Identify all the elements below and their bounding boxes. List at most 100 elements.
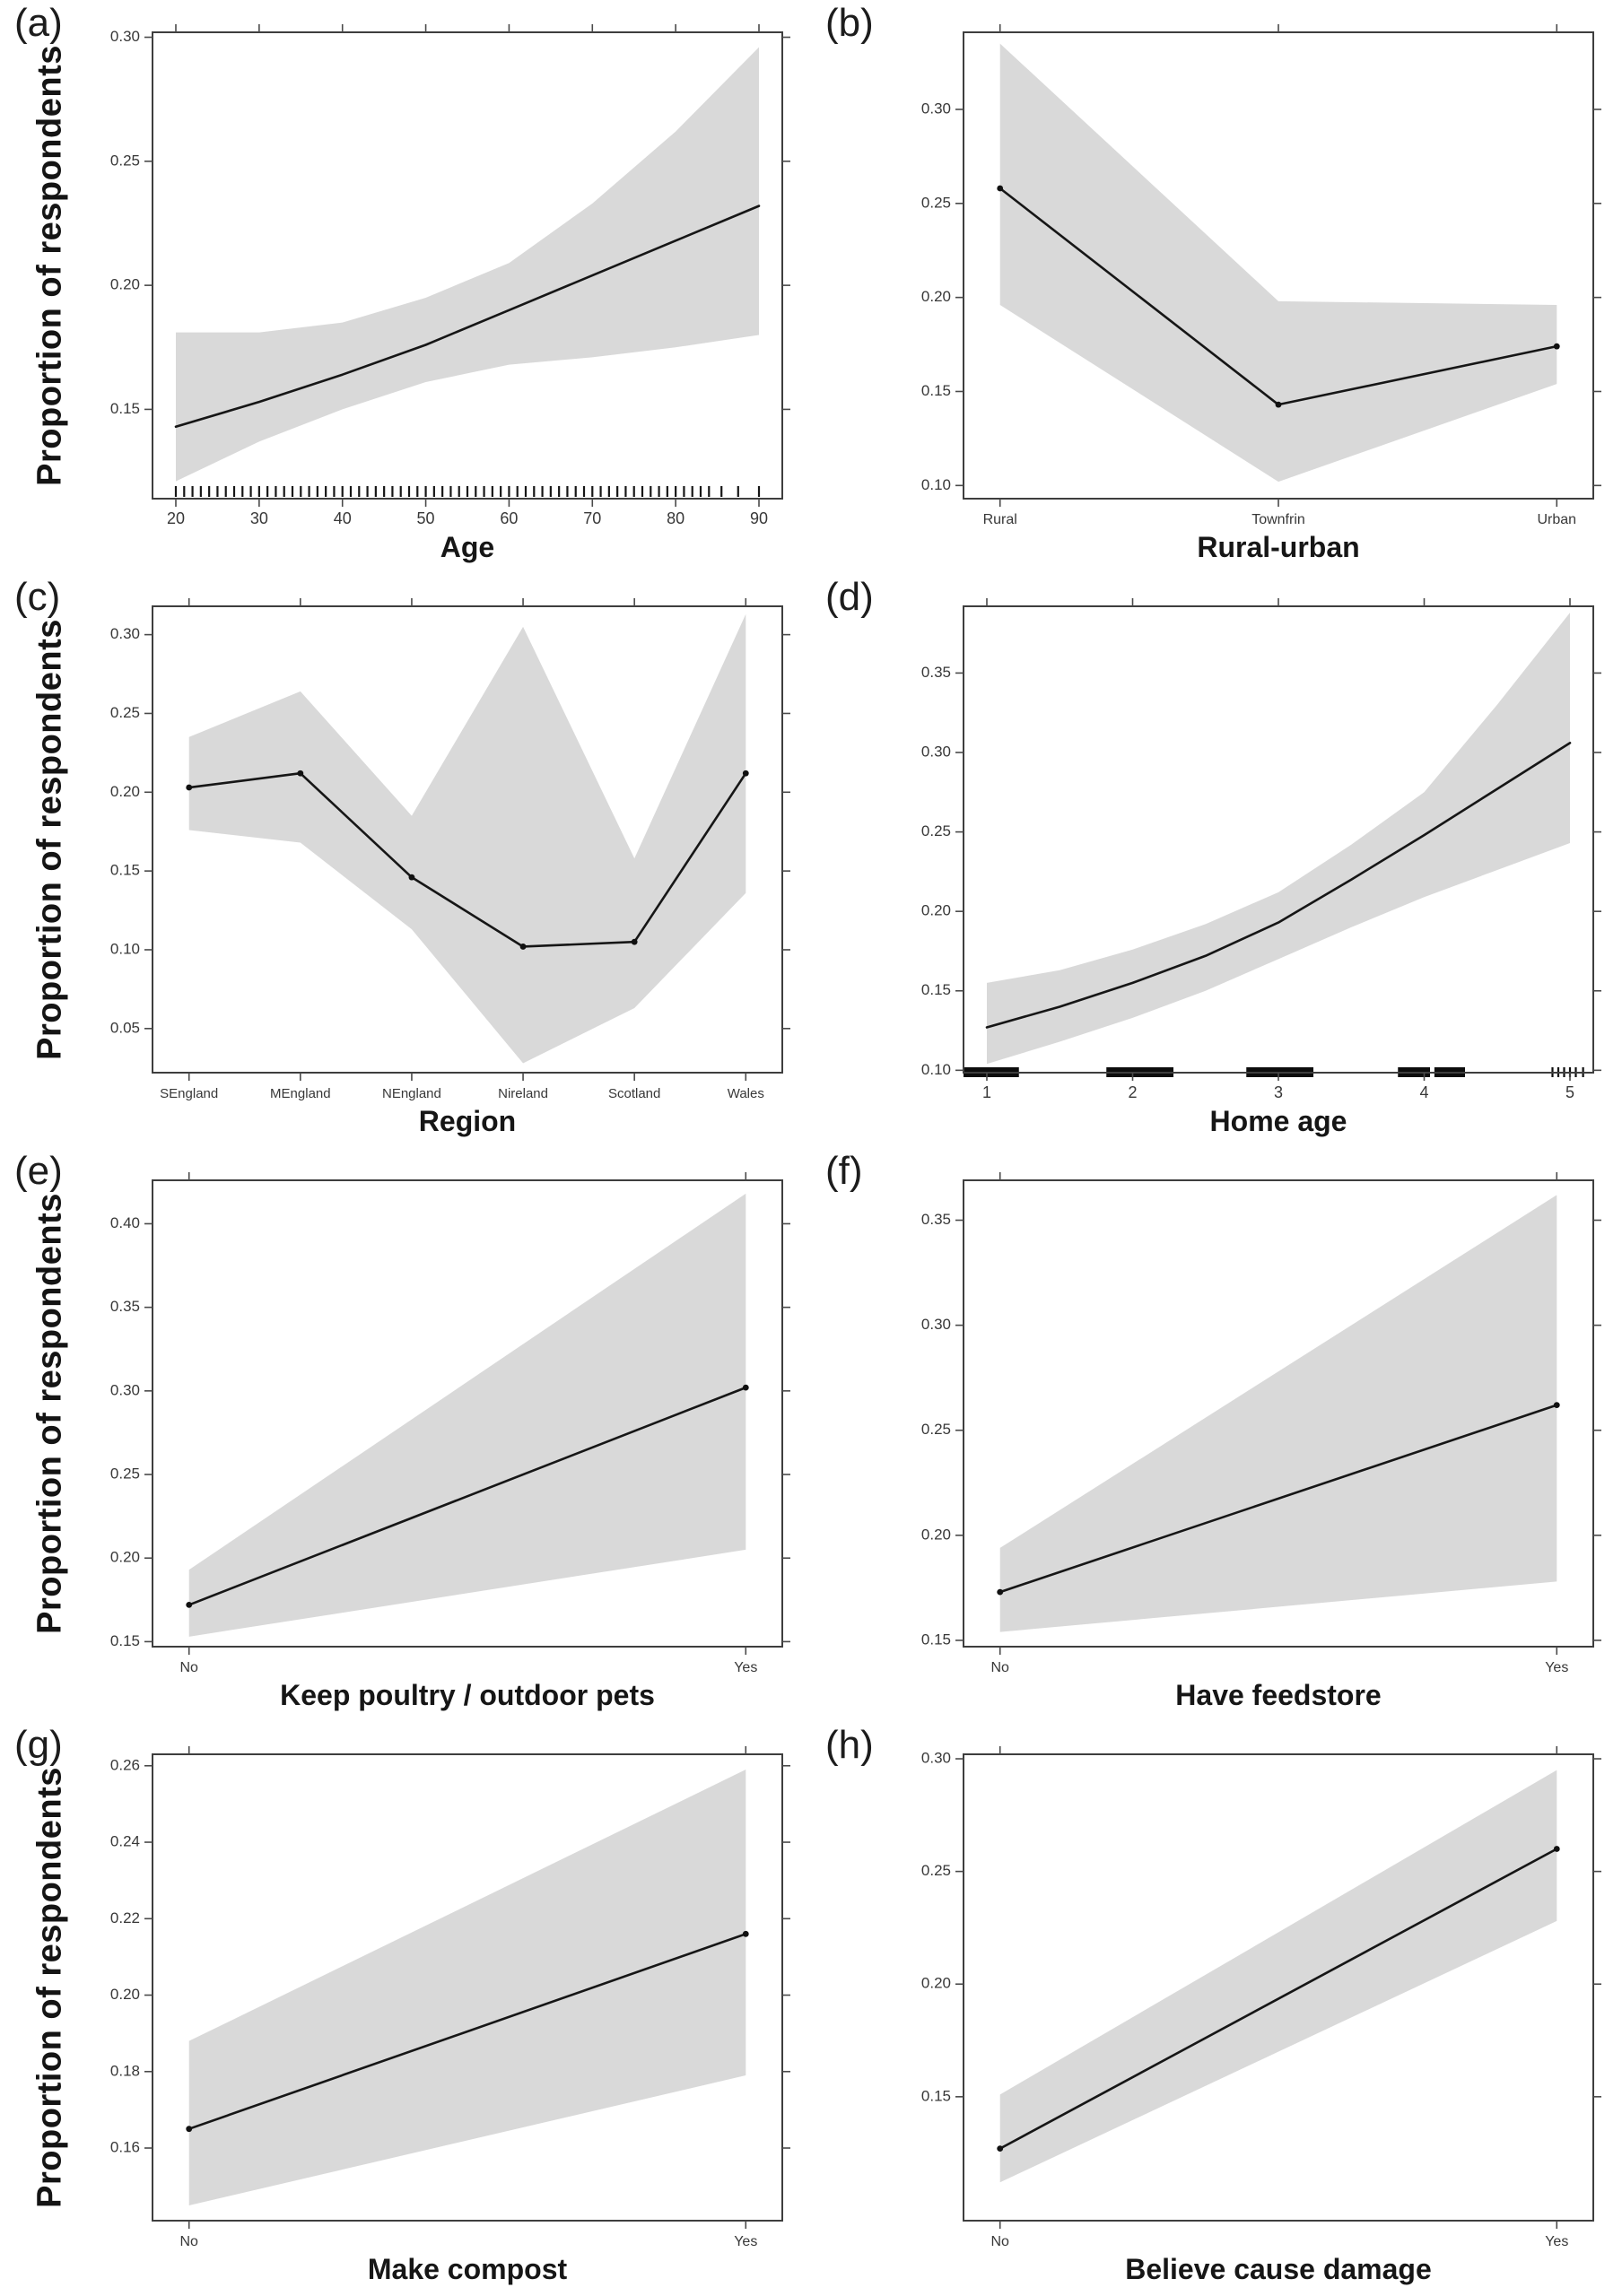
panel-d: (d) 1 2 3 4 5 0.10 0.15 0.20 0.25 0.30 0.35 Home a…	[811, 574, 1622, 1148]
data-point	[631, 938, 638, 945]
x-tick-label: 4	[1419, 1083, 1428, 1101]
confidence-band	[999, 43, 1557, 483]
trend-line	[187, 1933, 747, 2131]
y-tick-label: 0.16	[110, 2139, 140, 2156]
y-tick-label: 0.05	[110, 1019, 140, 1036]
y-tick-label: 0.15	[110, 400, 140, 417]
y-tick-label: 0.20	[921, 902, 951, 919]
panel-letter-g: (g)	[14, 1723, 63, 1767]
panel-b: (b) Rural Townfrin Urban 0.10 0.15 0.20 0.25 0.…	[811, 0, 1622, 574]
plot-border	[152, 605, 783, 1074]
plot-border	[152, 31, 783, 500]
y-tick-label: 0.22	[110, 1909, 140, 1926]
x-tick-label: 70	[583, 509, 601, 527]
data-point	[742, 770, 749, 777]
x-axis-title: Age	[440, 531, 495, 563]
plot-border	[152, 1753, 783, 2222]
panel-letter-a: (a)	[14, 1, 63, 45]
x-axis-title: Keep poultry / outdoor pets	[280, 1679, 655, 1711]
x-tick-label: Nireland	[498, 1086, 548, 1101]
data-point	[1275, 401, 1282, 408]
x-tick-label: 5	[1565, 1083, 1574, 1101]
y-tick-label: 0.25	[921, 1862, 951, 1879]
data-point	[997, 1588, 1004, 1596]
x-tick-label: Townfrin	[1251, 512, 1305, 527]
y-tick-label: 0.35	[921, 664, 951, 681]
x-tick-label: 1	[982, 1083, 991, 1101]
y-tick-label: 0.30	[921, 1750, 951, 1767]
data-point	[1553, 1846, 1560, 1852]
x-axis-title: Rural-urban	[1197, 531, 1360, 563]
y-tick-label: 0.15	[921, 382, 951, 399]
confidence-band	[999, 1770, 1557, 2183]
confidence-band	[999, 1195, 1557, 1632]
x-tick-label: No	[179, 2234, 198, 2249]
y-tick-label: 0.20	[921, 1975, 951, 1992]
y-tick-label: 0.18	[110, 2062, 140, 2079]
y-tick-label: 0.30	[921, 100, 951, 117]
x-tick-label: Urban	[1537, 512, 1576, 527]
y-tick-label: 0.20	[921, 288, 951, 305]
y-tick-label: 0.25	[921, 194, 951, 211]
y-tick-label: 0.20	[110, 1986, 140, 2003]
x-axis-title: Make compost	[367, 2253, 568, 2285]
panel-letter-b: (b)	[825, 1, 874, 45]
y-tick-label: 0.30	[110, 1381, 140, 1398]
x-tick-label: 80	[667, 509, 685, 527]
y-tick-label: 0.20	[110, 1549, 140, 1566]
plot-a: 20 30 40 50 60 70 80 90 0.15 0.20 0.25 0.30	[110, 24, 790, 527]
y-tick-label: 0.30	[921, 1316, 951, 1333]
x-tick-label: 90	[750, 509, 768, 527]
panel-a: (a) Proportion of respondents 20 30 40 50 60…	[0, 0, 811, 574]
y-tick-label: 0.10	[921, 476, 951, 493]
plot-g: No Yes 0.16 0.18 0.20 0.22 0.24 0.26	[110, 1746, 790, 2249]
x-axis-title: Region	[418, 1105, 517, 1137]
data-point	[297, 770, 304, 777]
data-point	[186, 784, 193, 791]
x-tick-label: Rural	[983, 512, 1017, 527]
x-tick-label: Yes	[1545, 1660, 1568, 1675]
x-tick-label: 3	[1274, 1083, 1283, 1101]
y-tick-label: 0.25	[110, 704, 140, 721]
y-tick-label: 0.10	[921, 1061, 951, 1078]
trend-line	[174, 204, 761, 429]
y-tick-label: 0.15	[921, 981, 951, 998]
data-point	[1553, 1402, 1560, 1409]
panel-letter-f: (f)	[825, 1149, 863, 1193]
x-tick-label: SEngland	[160, 1086, 218, 1101]
confidence-band	[188, 1193, 746, 1637]
plot-border	[152, 1179, 783, 1648]
y-tick-label: 0.10	[110, 940, 140, 957]
trend-line	[998, 1404, 1558, 1594]
x-axis-title: Have feedstore	[1175, 1679, 1382, 1711]
y-tick-label: 0.30	[110, 625, 140, 642]
trend-line	[985, 742, 1572, 1029]
panel-letter-h: (h)	[825, 1723, 874, 1767]
confidence-band	[188, 1770, 746, 2205]
plot-border	[963, 1179, 1594, 1648]
x-tick-label: No	[990, 2234, 1009, 2249]
plot-f: No Yes 0.15 0.20 0.25 0.30 0.35	[921, 1172, 1601, 1675]
y-tick-label: 0.40	[110, 1214, 140, 1231]
x-tick-label: 50	[417, 509, 435, 527]
y-tick-label: 0.25	[110, 1465, 140, 1483]
data-point	[997, 2145, 1004, 2152]
trend-line	[998, 1848, 1558, 2150]
y-tick-label: 0.15	[110, 1632, 140, 1649]
x-tick-label: No	[179, 1660, 198, 1675]
data-point	[742, 1384, 749, 1391]
confidence-band	[176, 47, 759, 482]
confidence-band	[987, 613, 1570, 1065]
y-tick-label: 0.20	[921, 1526, 951, 1543]
y-tick-label: 0.25	[921, 1421, 951, 1438]
x-tick-label: 2	[1128, 1083, 1137, 1101]
x-tick-label: No	[990, 1660, 1009, 1675]
y-tick-label: 0.35	[110, 1298, 140, 1315]
y-tick-label: 0.35	[921, 1211, 951, 1228]
data-point	[1553, 343, 1560, 350]
plot-c: SEngland MEngland NEngland Nireland Scotland…	[110, 598, 790, 1101]
panel-f: (f) No Yes 0.15 0.20 0.25 0.30 0.35 Have feeds…	[811, 1148, 1622, 1722]
confidence-band	[188, 613, 746, 1064]
data-point	[408, 874, 415, 881]
plot-e: No Yes 0.15 0.20 0.25 0.30 0.35 0.40	[110, 1172, 790, 1675]
